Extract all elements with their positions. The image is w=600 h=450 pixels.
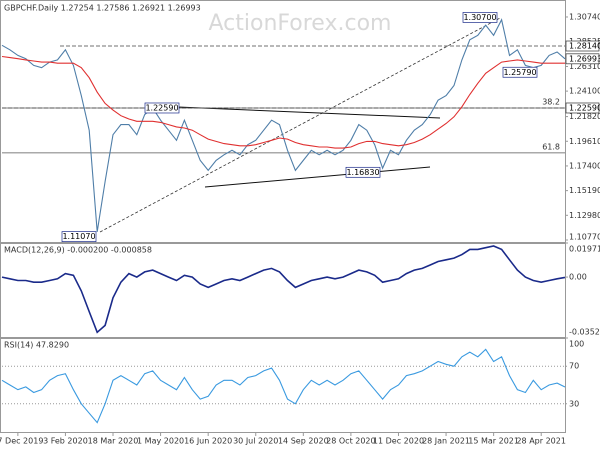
x-tick-label: 15 Mar 2021 — [468, 437, 519, 446]
level-box — [565, 40, 600, 52]
rsi-title: RSI(14) 47.8290 — [4, 341, 69, 350]
pivot-box — [61, 231, 97, 242]
pivot-label: 1.16830 — [346, 168, 379, 177]
x-tick-label: 11 Dec 2020 — [373, 437, 424, 446]
fib-label: 38.2 — [542, 97, 560, 106]
series-line — [1, 18, 566, 232]
y-tick-label: 0.019718 — [569, 245, 600, 254]
y-tick-label: 1.17400 — [569, 161, 600, 170]
y-tick-label: 70 — [569, 362, 579, 371]
pivot-label: 1.25790 — [503, 68, 536, 77]
macd-panel — [0, 243, 566, 338]
y-tick-label: 1.30740 — [569, 12, 600, 21]
y-tick-label: 1.19610 — [569, 137, 600, 146]
x-tick-label: 1 May 2020 — [137, 437, 184, 446]
y-tick-label: 1.12980 — [569, 211, 600, 220]
watermark: ActionForex.com — [209, 11, 392, 36]
pivot-label: 1.30700 — [463, 13, 496, 22]
pivot-label: 1.22590 — [145, 103, 178, 112]
pivot-box — [502, 66, 538, 78]
triangle-upper — [177, 106, 441, 119]
y-tick-label: 1.26310 — [569, 62, 600, 71]
triangle-lower — [204, 166, 431, 188]
series-line — [1, 245, 566, 334]
x-tick-label: 3 Feb 2020 — [43, 437, 88, 446]
y-tick-label: -0.035295 — [569, 328, 600, 337]
macd-title: MACD(12,26,9) -0.000200 -0.000858 — [4, 246, 152, 255]
y-tick-label: 1.24100 — [569, 87, 600, 96]
fib-label: 61.8 — [542, 142, 560, 151]
rsi-panel — [0, 338, 566, 433]
pivot-box — [345, 166, 381, 178]
level-box — [565, 53, 600, 65]
x-tick-label: 18 Mar 2020 — [88, 437, 139, 446]
pivot-box — [144, 102, 180, 114]
price-panel — [0, 0, 566, 243]
x-tick-label: 17 Dec 2019 — [0, 437, 43, 446]
y-tick-label: 100 — [569, 340, 584, 349]
pivot-label: 1.11070 — [62, 232, 95, 241]
x-tick-label: 30 Jul 2020 — [233, 437, 278, 446]
level-label: 1.26993 — [569, 54, 600, 63]
level-label: 1.28140 — [569, 42, 600, 51]
series-line — [1, 55, 565, 149]
y-tick-label: 1.21820 — [569, 112, 600, 121]
x-tick-label: 16 Jun 2020 — [184, 437, 232, 446]
level-label: 1.22590 — [569, 103, 600, 112]
x-tick-label: 28 Oct 2020 — [326, 437, 375, 446]
x-tick-label: 28 Jan 2021 — [422, 437, 470, 446]
y-tick-label: 30 — [569, 399, 579, 408]
level-box — [565, 102, 600, 114]
pivot-box — [462, 12, 498, 23]
y-tick-label: 0.00 — [569, 273, 587, 282]
trend-line — [99, 17, 501, 233]
x-tick-label: 28 Apr 2021 — [516, 437, 565, 446]
y-tick-label: 1.10770 — [569, 233, 600, 242]
chart-title: GBPCHF.Daily 1.27254 1.27586 1.26921 1.2… — [4, 4, 201, 13]
series-line — [1, 348, 566, 424]
y-tick-label: 1.15190 — [569, 186, 600, 195]
x-tick-label: 14 Sep 2020 — [278, 437, 329, 446]
